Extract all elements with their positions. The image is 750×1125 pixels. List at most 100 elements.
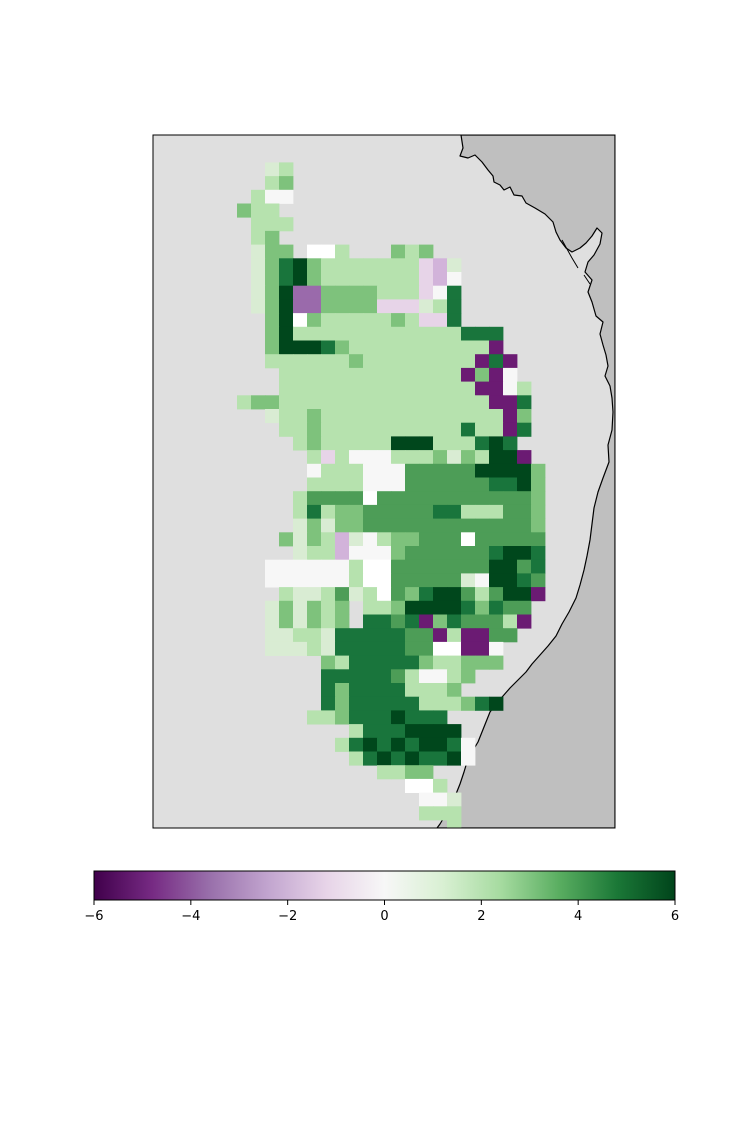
grid-cell bbox=[321, 669, 336, 684]
grid-cell bbox=[349, 381, 364, 396]
grid-cell bbox=[335, 641, 350, 656]
grid-cell bbox=[377, 710, 392, 725]
grid-cell bbox=[405, 409, 420, 424]
grid-cell bbox=[363, 272, 378, 287]
grid-cell bbox=[475, 559, 490, 574]
grid-cell bbox=[391, 532, 406, 547]
grid-cell bbox=[531, 518, 546, 533]
grid-cell bbox=[419, 436, 434, 451]
grid-cell bbox=[419, 628, 434, 643]
grid-cell bbox=[321, 258, 336, 273]
grid-cell bbox=[279, 272, 294, 287]
grid-cell bbox=[405, 340, 420, 355]
grid-cell bbox=[461, 450, 476, 465]
grid-cell bbox=[461, 587, 476, 602]
grid-cell bbox=[531, 477, 546, 492]
grid-cell bbox=[405, 573, 420, 588]
grid-cell bbox=[447, 518, 462, 533]
grid-cell bbox=[433, 340, 448, 355]
grid-cell bbox=[251, 258, 266, 273]
grid-cell bbox=[335, 710, 350, 725]
grid-cell bbox=[503, 614, 518, 629]
grid-cell bbox=[419, 340, 434, 355]
grid-cell bbox=[251, 244, 266, 259]
grid-cell bbox=[419, 737, 434, 752]
colorbar-tick-label: 0 bbox=[380, 909, 388, 924]
grid-cell bbox=[489, 628, 504, 643]
grid-cell bbox=[363, 518, 378, 533]
grid-cell bbox=[321, 285, 336, 300]
grid-cell bbox=[391, 614, 406, 629]
grid-cell bbox=[489, 326, 504, 341]
grid-cell bbox=[363, 313, 378, 328]
grid-cell bbox=[405, 600, 420, 615]
grid-cell bbox=[433, 463, 448, 478]
grid-cell bbox=[265, 395, 280, 410]
grid-cell bbox=[307, 573, 322, 588]
grid-cell bbox=[405, 477, 420, 492]
grid-cell bbox=[405, 367, 420, 382]
grid-cell bbox=[475, 340, 490, 355]
grid-cell bbox=[475, 600, 490, 615]
grid-cell bbox=[489, 463, 504, 478]
grid-cell bbox=[475, 587, 490, 602]
grid-cell bbox=[447, 340, 462, 355]
grid-cell bbox=[265, 244, 280, 259]
grid-cell bbox=[405, 285, 420, 300]
grid-cell bbox=[363, 326, 378, 341]
grid-cell bbox=[265, 203, 280, 218]
grid-cell bbox=[377, 641, 392, 656]
grid-cell bbox=[335, 450, 350, 465]
grid-cell bbox=[405, 450, 420, 465]
grid-cell bbox=[279, 217, 294, 232]
grid-cell bbox=[405, 518, 420, 533]
grid-cell bbox=[349, 504, 364, 519]
grid-cell bbox=[307, 600, 322, 615]
grid-cell bbox=[405, 737, 420, 752]
grid-cell bbox=[391, 340, 406, 355]
grid-cell bbox=[377, 450, 392, 465]
grid-cell bbox=[321, 600, 336, 615]
grid-cell bbox=[363, 641, 378, 656]
grid-cell bbox=[335, 409, 350, 424]
grid-cell bbox=[335, 367, 350, 382]
grid-cell bbox=[391, 381, 406, 396]
grid-cell bbox=[307, 326, 322, 341]
grid-cell bbox=[405, 587, 420, 602]
grid-cell bbox=[349, 395, 364, 410]
grid-cell bbox=[489, 532, 504, 547]
grid-cell bbox=[433, 258, 448, 273]
grid-cell bbox=[279, 340, 294, 355]
grid-cell bbox=[461, 600, 476, 615]
grid-cell bbox=[251, 217, 266, 232]
grid-cell bbox=[461, 518, 476, 533]
grid-cell bbox=[293, 285, 308, 300]
grid-cell bbox=[279, 162, 294, 177]
grid-cell bbox=[517, 395, 532, 410]
grid-cell bbox=[279, 532, 294, 547]
grid-cell bbox=[349, 272, 364, 287]
grid-cell bbox=[307, 436, 322, 451]
grid-cell bbox=[419, 518, 434, 533]
grid-cell bbox=[447, 600, 462, 615]
grid-cell bbox=[475, 518, 490, 533]
grid-cell bbox=[377, 422, 392, 437]
grid-cell bbox=[335, 422, 350, 437]
grid-cell bbox=[251, 272, 266, 287]
grid-cell bbox=[433, 491, 448, 506]
grid-cell bbox=[503, 477, 518, 492]
grid-cell bbox=[279, 326, 294, 341]
grid-cell bbox=[349, 532, 364, 547]
grid-cell bbox=[349, 669, 364, 684]
grid-cell bbox=[391, 765, 406, 780]
grid-cell bbox=[265, 162, 280, 177]
grid-cell bbox=[279, 600, 294, 615]
grid-cell bbox=[405, 778, 420, 793]
grid-cell bbox=[293, 299, 308, 314]
grid-cell bbox=[503, 600, 518, 615]
grid-cell bbox=[321, 477, 336, 492]
grid-cell bbox=[293, 518, 308, 533]
grid-cell bbox=[489, 381, 504, 396]
grid-cell bbox=[293, 367, 308, 382]
grid-cell bbox=[265, 285, 280, 300]
